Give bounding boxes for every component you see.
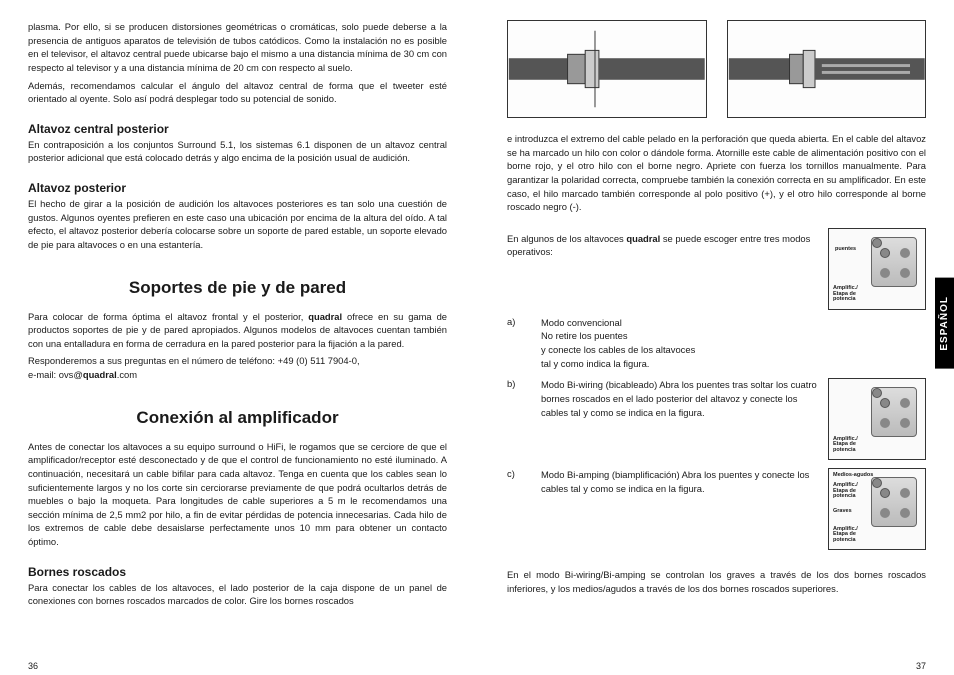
mode-row-b: b) Modo Bi-wiring (bicableado) Abra los …: [507, 378, 926, 460]
page-number-right: 37: [916, 661, 926, 671]
para-end: En el modo Bi-wiring/Bi-amping se contro…: [507, 568, 926, 595]
heading-conexion: Conexión al amplificador: [28, 408, 447, 428]
mode-letter-c: c): [507, 468, 531, 479]
text: Responderemos a sus preguntas en el núme…: [28, 355, 360, 366]
para-soportes-1: Para colocar de forma óptima el altavoz …: [28, 310, 447, 351]
para-soportes-2: Responderemos a sus preguntas en el núme…: [28, 354, 447, 381]
intro-para-2: Además, recomendamos calcular el ángulo …: [28, 79, 447, 106]
mode-text-a: Modo convencional No retire los puentes …: [541, 316, 818, 371]
mode-row-a: a) Modo convencional No retire los puent…: [507, 316, 926, 371]
terminal-panel-icon: [871, 477, 917, 527]
label-amp: Amplific./ Etapa de potencia: [833, 286, 858, 303]
text: e-mail: ovs@: [28, 369, 83, 380]
para-conexion: Antes de conectar los altavoces a su equ…: [28, 440, 447, 549]
para-altavoz-central-posterior: En contraposición a los conjuntos Surrou…: [28, 138, 447, 165]
mode-text-c: Modo Bi-amping (biamplificación) Abra lo…: [541, 468, 818, 495]
right-column: e introduzca el extremo del cable pelado…: [497, 20, 926, 667]
para-right-1: e introduzca el extremo del cable pelado…: [507, 132, 926, 214]
label-amp: Amplific./ Etapa de potencia: [833, 437, 858, 454]
cable-images-row: [507, 20, 926, 118]
language-tab: ESPAÑOL: [935, 278, 954, 369]
cable-image-1: [507, 20, 707, 118]
heading-altavoz-central-posterior: Altavoz central posterior: [28, 122, 447, 136]
brand: quadral: [83, 369, 117, 380]
text: .com: [117, 369, 137, 380]
left-column: plasma. Por ello, si se producen distors…: [28, 20, 457, 667]
heading-altavoz-posterior: Altavoz posterior: [28, 181, 447, 195]
terminal-panel-icon: [871, 237, 917, 287]
cable-illustration-2: [728, 21, 926, 117]
cable-illustration-1: [508, 21, 706, 117]
mode-letter-b: b): [507, 378, 531, 389]
modes-intro: En algunos de los altavoces quadral se p…: [507, 232, 818, 306]
diagram-mode-b: Amplific./ Etapa de potencia: [828, 378, 926, 460]
text: Para colocar de forma óptima el altavoz …: [28, 311, 308, 322]
diagram-mode-c: Medios-agudos Amplific./ Etapa de potenc…: [828, 468, 926, 550]
label-puentes: puentes: [835, 247, 856, 253]
cable-image-2: [727, 20, 927, 118]
mode-text-b: Modo Bi-wiring (bicableado) Abra los pue…: [541, 378, 818, 419]
label-graves: Graves: [833, 509, 852, 515]
text: En algunos de los altavoces: [507, 233, 626, 244]
label-amp: Amplific./ Etapa de potencia: [833, 527, 858, 544]
terminal-panel-icon: [871, 387, 917, 437]
page-number-left: 36: [28, 661, 38, 671]
intro-para-1: plasma. Por ello, si se producen distors…: [28, 20, 447, 75]
brand: quadral: [308, 311, 342, 322]
label-medios: Medios-agudos: [833, 473, 873, 479]
para-altavoz-posterior: El hecho de girar a la posición de audic…: [28, 197, 447, 252]
heading-soportes: Soportes de pie y de pared: [28, 278, 447, 298]
mode-letter-a: a): [507, 316, 531, 327]
diagram-mode-a: puentes Amplific./ Etapa de potencia: [828, 228, 926, 310]
label-amp: Amplific./ Etapa de potencia: [833, 483, 858, 500]
para-bornes: Para conectar los cables de los altavoce…: [28, 581, 447, 608]
heading-bornes: Bornes roscados: [28, 565, 447, 579]
brand: quadral: [626, 233, 660, 244]
mode-row-c: c) Modo Bi-amping (biamplificación) Abra…: [507, 468, 926, 550]
